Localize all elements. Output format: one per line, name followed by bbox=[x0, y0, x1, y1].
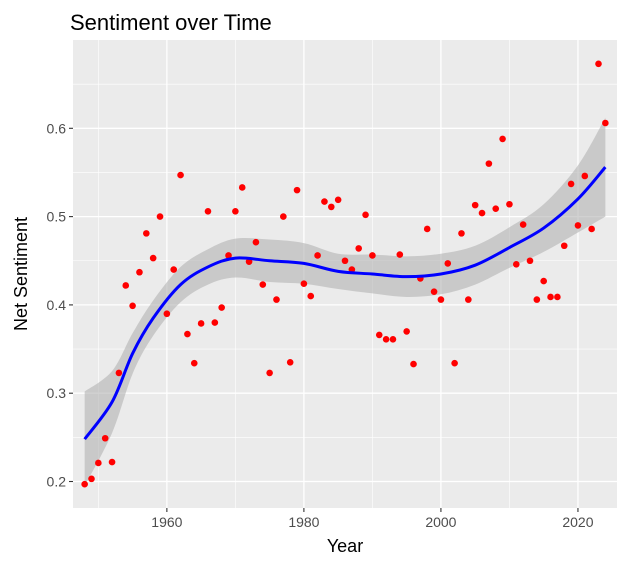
y-tick-label-0: 0.2 bbox=[47, 474, 67, 490]
data-point-75 bbox=[595, 60, 602, 68]
data-point-8 bbox=[136, 268, 143, 276]
data-point-26 bbox=[259, 281, 267, 288]
y-tick-label-2: 0.4 bbox=[47, 297, 67, 313]
data-point-51 bbox=[430, 288, 438, 295]
smooth-line bbox=[83, 166, 607, 441]
data-point-40 bbox=[355, 245, 363, 252]
data-point-34 bbox=[314, 252, 321, 259]
data-point-12 bbox=[163, 310, 171, 318]
data-point-0 bbox=[81, 480, 88, 488]
data-point-59 bbox=[485, 160, 493, 167]
data-point-4 bbox=[108, 458, 116, 466]
data-point-33 bbox=[307, 292, 315, 300]
data-point-19 bbox=[211, 319, 219, 326]
data-point-58 bbox=[478, 209, 486, 217]
data-point-32 bbox=[300, 280, 308, 288]
data-point-60 bbox=[492, 205, 500, 212]
data-point-46 bbox=[396, 251, 404, 258]
data-point-25 bbox=[252, 238, 260, 246]
data-point-38 bbox=[341, 257, 349, 265]
x-tick-label-0: 1960 bbox=[151, 514, 182, 530]
data-point-76 bbox=[602, 119, 609, 127]
data-point-6 bbox=[122, 282, 130, 289]
y-axis-title: Net Sentiment bbox=[11, 217, 31, 331]
data-point-14 bbox=[177, 171, 184, 179]
data-points bbox=[81, 60, 609, 488]
data-point-22 bbox=[232, 208, 239, 215]
data-point-5 bbox=[115, 369, 123, 377]
data-point-11 bbox=[156, 213, 164, 220]
data-point-23 bbox=[238, 184, 246, 191]
data-point-29 bbox=[280, 213, 287, 220]
y-tick-label-1: 0.3 bbox=[47, 385, 67, 401]
y-tick-label-3: 0.5 bbox=[47, 209, 67, 225]
data-point-13 bbox=[170, 266, 178, 273]
data-point-67 bbox=[540, 277, 547, 285]
data-point-72 bbox=[574, 222, 582, 229]
data-point-28 bbox=[273, 296, 280, 303]
data-point-9 bbox=[143, 230, 150, 237]
data-point-55 bbox=[458, 230, 465, 237]
data-point-56 bbox=[465, 296, 472, 303]
data-point-52 bbox=[437, 296, 445, 303]
data-point-30 bbox=[286, 359, 294, 366]
data-point-48 bbox=[410, 360, 417, 368]
data-point-53 bbox=[444, 260, 452, 267]
data-point-74 bbox=[588, 225, 595, 233]
x-tick-label-1: 1980 bbox=[288, 514, 319, 530]
data-point-17 bbox=[197, 320, 205, 327]
y-axis-ticks: 0.2 0.3 0.4 0.5 0.6 bbox=[47, 120, 73, 490]
data-point-15 bbox=[184, 330, 191, 338]
data-point-35 bbox=[321, 198, 328, 205]
data-point-66 bbox=[533, 296, 541, 303]
data-point-54 bbox=[451, 359, 458, 367]
data-point-18 bbox=[204, 208, 212, 215]
data-point-2 bbox=[95, 459, 102, 467]
data-point-36 bbox=[327, 203, 335, 211]
data-point-68 bbox=[547, 293, 554, 301]
data-point-45 bbox=[389, 336, 397, 343]
data-point-63 bbox=[512, 260, 520, 268]
data-point-47 bbox=[403, 328, 410, 335]
data-point-44 bbox=[382, 336, 390, 343]
data-point-73 bbox=[581, 172, 589, 180]
data-point-16 bbox=[190, 359, 198, 367]
data-point-71 bbox=[567, 180, 575, 188]
data-point-41 bbox=[362, 211, 369, 219]
data-point-1 bbox=[88, 475, 95, 483]
data-point-20 bbox=[218, 304, 225, 311]
data-point-64 bbox=[519, 221, 527, 228]
data-point-42 bbox=[369, 252, 376, 259]
data-point-65 bbox=[526, 257, 534, 265]
x-axis-title: Year bbox=[327, 536, 363, 556]
data-point-10 bbox=[149, 254, 157, 262]
data-point-57 bbox=[471, 201, 479, 209]
data-point-69 bbox=[554, 293, 561, 301]
data-point-43 bbox=[375, 331, 383, 339]
x-tick-label-2: 2000 bbox=[425, 514, 456, 530]
data-point-27 bbox=[266, 369, 273, 377]
data-point-21 bbox=[225, 252, 232, 259]
chart-title: Sentiment over Time bbox=[70, 10, 272, 35]
data-point-37 bbox=[334, 196, 342, 204]
y-tick-label-4: 0.6 bbox=[47, 120, 67, 136]
data-point-62 bbox=[506, 200, 513, 208]
data-point-31 bbox=[293, 186, 301, 194]
data-point-50 bbox=[423, 225, 431, 233]
data-point-3 bbox=[101, 434, 109, 442]
x-tick-label-3: 2020 bbox=[562, 514, 593, 530]
data-point-61 bbox=[499, 135, 506, 143]
data-point-7 bbox=[129, 302, 136, 310]
data-point-70 bbox=[560, 242, 568, 250]
x-axis-ticks: 1960 1980 2000 2020 bbox=[151, 508, 594, 530]
